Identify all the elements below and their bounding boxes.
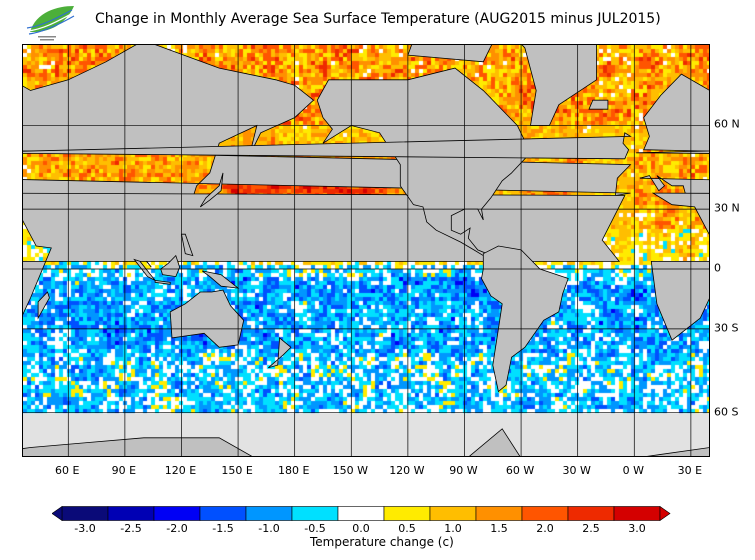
colorbar-tick-label: -1.0 xyxy=(258,522,280,535)
colorbar-low-arrow xyxy=(52,506,63,521)
colorbar-tick-label: 0.5 xyxy=(398,522,416,535)
colorbar-tick-label: -2.5 xyxy=(120,522,142,535)
colorbar-swatch xyxy=(107,506,155,521)
land-australia xyxy=(169,289,245,348)
land-new-guinea xyxy=(201,270,240,289)
latitude-label: 60 N xyxy=(714,117,740,131)
longitude-label: 30 E xyxy=(677,464,703,477)
colorbar-tick-label: -1.5 xyxy=(212,522,234,535)
land-japan xyxy=(199,172,224,208)
longitude-label: 150 W xyxy=(332,464,368,477)
colorbar-swatch xyxy=(567,506,615,521)
longitude-label: 120 W xyxy=(389,464,425,477)
longitude-label: 0 W xyxy=(622,464,644,477)
longitude-label: 90 W xyxy=(449,464,478,477)
colorbar-swatch xyxy=(613,506,661,521)
colorbar-swatch xyxy=(475,506,523,521)
land-philippines xyxy=(181,233,194,257)
longitude-label: 120 E xyxy=(164,464,197,477)
longitude-label: 60 W xyxy=(505,464,535,477)
land-greenland xyxy=(521,45,597,126)
longitude-label: 60 E xyxy=(55,464,80,477)
colorbar-swatch xyxy=(61,506,109,521)
longitude-label: 180 E xyxy=(277,464,310,477)
colorbar-swatch xyxy=(291,506,339,521)
sst-map xyxy=(22,44,710,457)
colorbar-tick-label: 1.0 xyxy=(444,522,462,535)
latitude-label: 60 S xyxy=(714,405,739,419)
colorbar-swatch xyxy=(429,506,477,521)
colorbar-title: Temperature change (c) xyxy=(310,535,454,549)
longitude-label: 30 W xyxy=(562,464,591,477)
land-eurasia xyxy=(639,73,709,231)
colorbar-swatch xyxy=(199,506,247,521)
land-borneo xyxy=(160,254,181,278)
longitude-label: 150 E xyxy=(221,464,253,477)
latitude-label: 0 xyxy=(714,261,721,275)
latitude-label: 30 N xyxy=(714,201,740,215)
land-madagascar xyxy=(37,291,50,320)
land-uk xyxy=(23,132,632,160)
colorbar-high-arrow xyxy=(659,506,671,521)
colorbar-tick-label: 2.5 xyxy=(582,522,600,535)
colorbar-tick-label: 1.5 xyxy=(490,522,508,535)
colorbar-swatch xyxy=(383,506,431,521)
land-arctic-islands xyxy=(407,45,493,63)
land-new-zealand xyxy=(268,337,292,369)
land-and-grid-overlay xyxy=(23,45,709,456)
colorbar-swatch xyxy=(521,506,569,521)
land-antarctica xyxy=(23,428,709,456)
land-africa xyxy=(650,192,709,341)
latitude-label: 30 S xyxy=(714,321,739,335)
colorbar-swatch xyxy=(337,506,385,521)
colorbar-swatch xyxy=(245,506,293,521)
colorbar-tick-label: 2.0 xyxy=(536,522,554,535)
logo-leaf-icon xyxy=(26,6,75,41)
map-title: Change in Monthly Average Sea Surface Te… xyxy=(95,11,661,27)
colorbar-swatch xyxy=(153,506,201,521)
land-sumatra xyxy=(133,258,156,281)
land-iceland xyxy=(588,99,609,110)
colorbar-tick-label: -2.0 xyxy=(166,522,188,535)
longitude-label: 90 E xyxy=(111,464,137,477)
colorbar xyxy=(52,506,671,521)
colorbar-tick-label: -3.0 xyxy=(74,522,96,535)
land-south-america xyxy=(481,245,569,393)
land-java xyxy=(154,279,171,285)
colorbar-tick-label: 3.0 xyxy=(628,522,646,535)
colorbar-tick-label: -0.5 xyxy=(304,522,326,535)
land-africa xyxy=(23,192,626,315)
colorbar-tick-label: 0.0 xyxy=(352,522,370,535)
